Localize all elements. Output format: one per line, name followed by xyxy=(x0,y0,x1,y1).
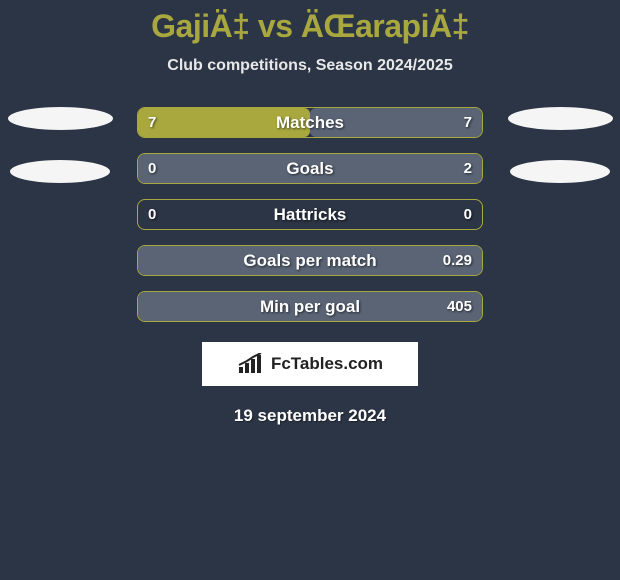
stat-value-right: 7 xyxy=(464,114,472,131)
stat-row-goals-per-match: Goals per match 0.29 xyxy=(137,245,483,276)
stat-row-matches: 7 Matches 7 xyxy=(137,107,483,138)
stat-fill-right xyxy=(138,292,482,321)
page-title: GajiÄ‡ vs ÄŒarapiÄ‡ xyxy=(0,0,620,45)
comparison-chart: 7 Matches 7 0 Goals 2 0 Hattricks 0 Goal… xyxy=(0,107,620,322)
stat-value-left: 7 xyxy=(148,114,156,131)
avatar-placeholder xyxy=(508,107,613,130)
stat-value-right: 2 xyxy=(464,160,472,177)
stat-bars: 7 Matches 7 0 Goals 2 0 Hattricks 0 Goal… xyxy=(137,107,483,322)
stat-label: Hattricks xyxy=(138,205,482,225)
brand-text: FcTables.com xyxy=(271,354,383,374)
avatar-placeholder xyxy=(8,107,113,130)
player-right-avatars xyxy=(500,107,620,183)
stat-row-hattricks: 0 Hattricks 0 xyxy=(137,199,483,230)
stat-row-goals: 0 Goals 2 xyxy=(137,153,483,184)
stat-row-min-per-goal: Min per goal 405 xyxy=(137,291,483,322)
avatar-placeholder xyxy=(10,160,110,183)
stat-value-right: 0.29 xyxy=(443,252,472,269)
bar-chart-icon xyxy=(237,353,265,375)
stat-value-left: 0 xyxy=(148,206,156,223)
stat-fill-right xyxy=(138,246,482,275)
date-text: 19 september 2024 xyxy=(0,406,620,426)
subtitle: Club competitions, Season 2024/2025 xyxy=(0,57,620,75)
avatar-placeholder xyxy=(510,160,610,183)
stat-value-right: 405 xyxy=(447,298,472,315)
stat-value-right: 0 xyxy=(464,206,472,223)
brand-badge: FcTables.com xyxy=(202,342,418,386)
player-left-avatars xyxy=(0,107,120,183)
stat-fill-right xyxy=(310,108,482,137)
stat-value-left: 0 xyxy=(148,160,156,177)
stat-fill-right xyxy=(138,154,482,183)
stat-fill-left xyxy=(138,108,310,137)
